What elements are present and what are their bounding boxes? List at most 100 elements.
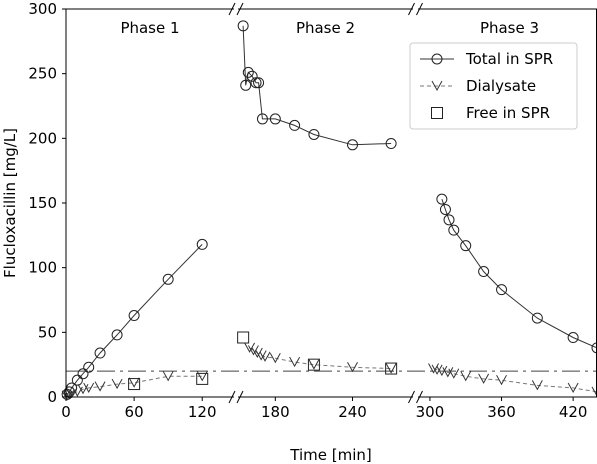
data-point <box>496 284 508 296</box>
data-point <box>443 214 455 226</box>
data-point <box>251 347 263 359</box>
data-point <box>128 378 141 391</box>
series-total-in-spr <box>61 20 597 400</box>
y-axis-label: Flucloxacillin [mg/L] <box>1 128 19 278</box>
data-point <box>111 329 123 341</box>
series-line <box>66 244 203 395</box>
data-point <box>77 368 89 380</box>
data-point <box>240 79 252 91</box>
x-tick-label: 60 <box>125 403 144 421</box>
data-point <box>128 377 140 388</box>
data-point <box>246 70 258 82</box>
series-line <box>242 25 392 146</box>
data-point <box>385 138 397 150</box>
x-tick-label: 0 <box>61 403 71 421</box>
axis-break-mark <box>416 390 423 404</box>
data-point <box>431 53 443 65</box>
legend-item: Total in SPR <box>420 50 553 68</box>
legend-item: Free in SPR <box>431 104 550 122</box>
axis-ticks: 0 50 100 150 200 250 300 0 60 120 180 240 300 360 420 <box>28 0 587 421</box>
data-point <box>431 80 443 92</box>
y-tick-label: 100 <box>28 259 57 277</box>
data-point <box>448 224 460 236</box>
data-point <box>269 352 281 364</box>
series-group <box>61 20 597 401</box>
series-line <box>249 347 392 369</box>
series-dialysate <box>61 342 597 401</box>
data-point <box>269 113 281 125</box>
legend-label: Free in SPR <box>466 104 550 122</box>
data-point <box>567 382 579 393</box>
data-point <box>196 371 208 382</box>
axis-break-gap <box>234 3 238 15</box>
data-point <box>94 347 106 359</box>
data-point <box>248 345 259 356</box>
data-point <box>196 238 208 250</box>
data-point <box>66 382 78 394</box>
series-line <box>66 375 203 397</box>
x-tick-label: 240 <box>338 403 367 421</box>
axis-break-mark <box>236 2 244 16</box>
y-tick-label: 250 <box>28 65 57 83</box>
x-axis-label: Time [min] <box>289 446 371 464</box>
y-tick-label: 50 <box>38 323 57 341</box>
data-point <box>448 368 460 379</box>
data-point <box>531 312 543 324</box>
data-point <box>128 310 140 322</box>
data-point <box>478 266 490 278</box>
y-tick-label: 300 <box>28 0 57 18</box>
data-point <box>460 371 472 382</box>
data-point <box>289 119 301 131</box>
data-point <box>250 77 262 89</box>
data-point <box>431 107 443 119</box>
axis-break-gap <box>413 3 418 15</box>
data-point <box>71 374 83 386</box>
data-point <box>496 374 507 386</box>
axis-break-mark <box>236 390 244 404</box>
phase-label: Phase 3 <box>480 19 539 37</box>
phase-label: Phase 1 <box>120 19 179 37</box>
x-tick-label: 180 <box>261 403 290 421</box>
data-point <box>347 362 358 373</box>
data-point <box>244 342 256 353</box>
y-tick-label: 0 <box>47 388 57 406</box>
data-point <box>237 20 249 32</box>
phase-label: Phase 2 <box>296 19 355 37</box>
series-line <box>433 368 597 393</box>
data-point <box>162 273 174 285</box>
data-point <box>83 361 95 373</box>
axis-break-mark <box>416 2 423 16</box>
y-tick-label: 150 <box>28 194 57 212</box>
series-free-in-spr <box>128 331 398 391</box>
data-point <box>83 382 95 393</box>
legend-label: Dialysate <box>466 77 536 95</box>
data-point <box>567 332 579 344</box>
data-point <box>436 365 448 377</box>
data-point <box>431 364 443 375</box>
data-point <box>256 113 268 125</box>
data-point <box>162 371 174 382</box>
series-line <box>441 198 597 349</box>
data-point <box>591 342 597 354</box>
data-point <box>478 373 490 384</box>
data-point <box>94 381 106 392</box>
axis-break-mark <box>408 390 415 404</box>
data-point <box>255 350 267 361</box>
data-point <box>308 359 320 370</box>
data-point <box>307 358 320 371</box>
x-tick-label: 120 <box>188 403 217 421</box>
legend-label: Total in SPR <box>465 50 553 68</box>
data-point <box>253 77 265 89</box>
axis-break-mark <box>408 2 415 16</box>
data-point <box>442 367 454 378</box>
x-tick-label: 360 <box>487 403 516 421</box>
data-point <box>460 240 472 252</box>
x-tick-label: 300 <box>416 403 445 421</box>
data-point <box>259 351 271 362</box>
data-point <box>347 139 359 151</box>
data-point <box>439 203 451 215</box>
data-point <box>385 363 397 374</box>
data-point <box>289 356 301 368</box>
data-point <box>237 331 250 344</box>
